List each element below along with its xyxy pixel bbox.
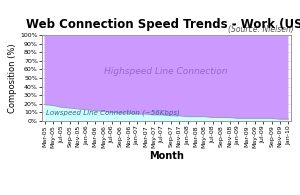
Text: (Source: Nielsen): (Source: Nielsen) bbox=[229, 25, 294, 34]
Text: Lowspeed Line Connection (~56Kbps): Lowspeed Line Connection (~56Kbps) bbox=[46, 109, 179, 116]
Text: Highspeed Line Connection: Highspeed Line Connection bbox=[104, 67, 227, 76]
Title: Web Connection Speed Trends - Work (US): Web Connection Speed Trends - Work (US) bbox=[26, 18, 300, 31]
Y-axis label: Composition (%): Composition (%) bbox=[8, 43, 17, 113]
X-axis label: Month: Month bbox=[149, 151, 184, 161]
